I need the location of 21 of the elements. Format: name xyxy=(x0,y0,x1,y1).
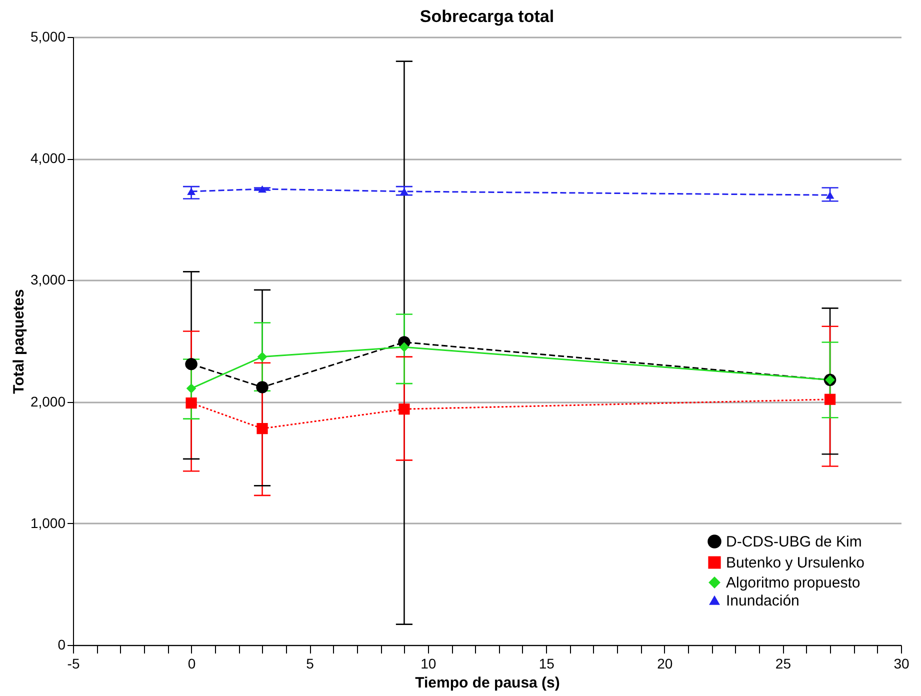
chart-title: Sobrecarga total xyxy=(420,7,554,26)
x-tick-label: 10 xyxy=(420,656,436,672)
y-tick-label: 2,000 xyxy=(30,393,66,410)
x-tick-label: 15 xyxy=(538,656,555,672)
x-tick-label: 30 xyxy=(894,656,910,672)
x-tick-label: 25 xyxy=(775,656,792,672)
y-tick-label: 1,000 xyxy=(30,514,66,531)
y-tick-label: 4,000 xyxy=(30,150,66,166)
y-tick-label: 3,000 xyxy=(30,272,66,288)
x-tick-label: 5 xyxy=(306,656,314,672)
legend-label: D-CDS-UBG de Kim xyxy=(726,534,862,550)
y-axis-title: Total paquetes xyxy=(10,289,28,394)
y-tick-label: 0 xyxy=(58,636,66,652)
y-tick-label: 5,000 xyxy=(30,28,66,44)
legend-label: Inundación xyxy=(726,592,800,610)
legend-label: Butenko y Ursulenko xyxy=(726,554,864,572)
legend-label: Algoritmo propuesto xyxy=(726,574,860,592)
x-tick-label: 20 xyxy=(657,656,673,672)
x-tick-label: 0 xyxy=(188,656,196,672)
x-axis-title: Tiempo de pausa (s) xyxy=(415,674,560,692)
x-tick-label: -5 xyxy=(67,656,80,672)
